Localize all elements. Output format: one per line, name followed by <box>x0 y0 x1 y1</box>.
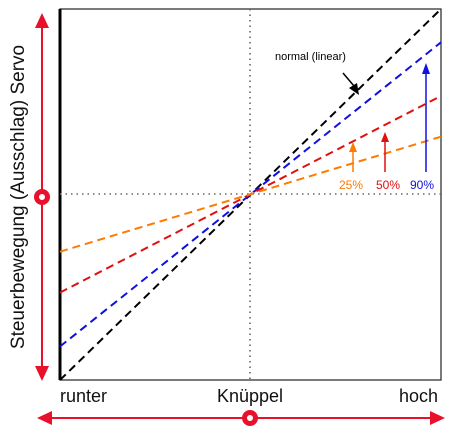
horizontal-arrow-left-head <box>37 411 52 425</box>
horizontal-center-marker-inner <box>247 415 253 421</box>
series-label-50: 50% <box>376 178 400 192</box>
annotation-arrows <box>342 63 430 172</box>
x-tick-label-center: Knüppel <box>217 386 283 406</box>
arrow-normal-head <box>349 83 359 95</box>
arrow-90-head <box>422 63 430 74</box>
series-label-25: 25% <box>339 178 363 192</box>
series-label-90: 90% <box>410 178 434 192</box>
vertical-arrow-up-head <box>35 13 49 28</box>
vertical-arrow-down-head <box>35 366 49 381</box>
series-lines <box>59 8 442 381</box>
vertical-center-marker-inner <box>39 194 45 200</box>
horizontal-arrow-right-head <box>430 411 445 425</box>
vertical-range-arrow <box>34 13 50 381</box>
x-tick-label-left: runter <box>60 386 107 406</box>
series-label-normal: normal (linear) <box>275 51 346 63</box>
x-tick-label-right: hoch <box>399 386 438 406</box>
horizontal-range-arrow <box>37 410 445 426</box>
y-axis-label: Steuerbewegung (Ausschlag) Servo <box>8 45 29 349</box>
series-line-90 <box>59 41 442 348</box>
arrow-25-head <box>349 142 357 152</box>
series-line-25 <box>59 135 442 253</box>
arrow-50-head <box>381 132 389 142</box>
arrow-normal-shaft <box>342 72 355 87</box>
